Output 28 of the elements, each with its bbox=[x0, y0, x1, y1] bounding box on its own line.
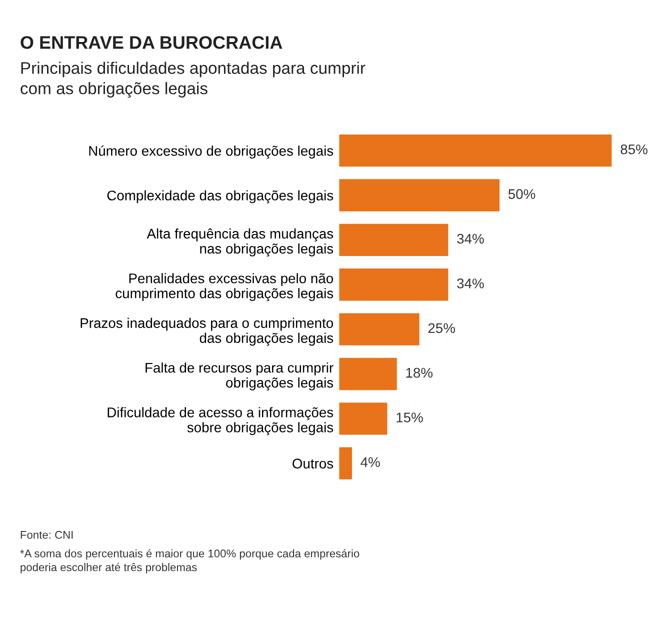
y-tick-label: Prazos inadequados para o cumprimento das obrigações legais bbox=[80, 318, 334, 346]
data-label: 15% bbox=[396, 412, 423, 422]
data-label: 50% bbox=[508, 189, 536, 199]
bar bbox=[339, 402, 388, 435]
bar bbox=[339, 313, 420, 346]
bar bbox=[339, 447, 352, 480]
data-label: 25% bbox=[428, 323, 455, 334]
data-label: 34% bbox=[457, 234, 484, 244]
y-tick-label: Falta de recursos para cumprir obrigações legais bbox=[146, 362, 334, 390]
data-label: 34% bbox=[457, 278, 484, 288]
data-label: 4% bbox=[360, 457, 380, 468]
data-label: 85% bbox=[620, 144, 648, 154]
y-tick-label: Complexidade das obrigações legais bbox=[107, 190, 334, 204]
y-tick-label: Número excessivo de obrigações legais bbox=[89, 145, 334, 159]
text: *A soma dos percentuais é maior que 100% porque cada empresário poderia escolher até três problemas bbox=[20, 549, 360, 574]
data-label: 18% bbox=[406, 368, 433, 378]
y-tick-label: Penalidades excessivas pelo não cumprimento das obrigações legais bbox=[116, 273, 334, 302]
bar bbox=[339, 358, 397, 390]
y-tick-label: Alta frequência das mudanças nas obrigações legais bbox=[146, 228, 334, 256]
source-note: Fonte: CNI bbox=[20, 530, 73, 539]
text: O ENTRAVE DA BUROCRACIA bbox=[20, 36, 282, 49]
bar bbox=[339, 224, 448, 256]
bar bbox=[339, 179, 500, 212]
y-tick-label: Outros bbox=[292, 458, 334, 469]
y-tick-label: Dificuldade de acesso a informações sobre obrigações legais bbox=[108, 407, 334, 436]
bar bbox=[339, 134, 612, 167]
text: Principais dificuldades apontadas para cumprir com as obrigações legais bbox=[20, 62, 366, 98]
bar bbox=[339, 268, 448, 301]
